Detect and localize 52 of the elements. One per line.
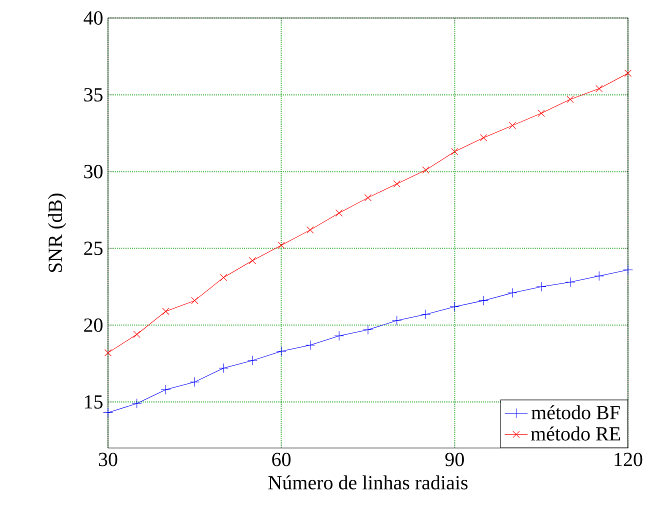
point	[480, 134, 488, 142]
point	[276, 346, 286, 356]
point	[103, 408, 113, 418]
point	[538, 110, 545, 117]
point	[596, 85, 603, 92]
legend-label: método RE	[530, 426, 620, 441]
point	[305, 340, 316, 350]
legend-label: método BF	[531, 405, 620, 420]
y-tick-label: 35	[84, 88, 103, 102]
y-tick-label: 25	[84, 242, 103, 256]
x-axis-title: Número de linhas radiais	[268, 475, 468, 490]
x-tick-label: 120	[614, 452, 642, 466]
point	[162, 308, 170, 315]
point	[594, 271, 604, 281]
point	[420, 309, 431, 320]
point	[104, 349, 112, 356]
point	[160, 384, 171, 395]
point	[422, 166, 430, 174]
y-tick-label: 30	[84, 164, 103, 178]
point	[565, 277, 576, 288]
x-tick-label: 30	[98, 452, 118, 466]
point	[508, 122, 516, 130]
point	[306, 226, 314, 234]
point	[507, 288, 518, 298]
y-tick-label: 15	[85, 395, 103, 409]
point	[450, 302, 460, 312]
point	[363, 324, 373, 335]
y-axis-title: SNR (dB)	[48, 194, 66, 272]
point	[623, 264, 633, 275]
point	[478, 296, 488, 306]
point	[334, 330, 344, 341]
point	[190, 377, 200, 387]
point	[451, 148, 458, 156]
point	[566, 96, 574, 103]
point	[220, 274, 228, 282]
point	[336, 209, 343, 217]
point	[133, 330, 140, 338]
point	[536, 282, 546, 292]
x-tick-label: 60	[272, 452, 291, 466]
point	[392, 316, 402, 326]
point	[278, 242, 285, 249]
point	[624, 70, 632, 77]
x-tick-label: 90	[445, 452, 464, 466]
y-tick-label: 20	[84, 318, 103, 332]
point	[248, 257, 256, 264]
point	[132, 398, 142, 408]
point	[248, 356, 258, 366]
point	[218, 363, 228, 374]
point	[364, 194, 372, 202]
point	[393, 180, 400, 188]
point	[191, 297, 198, 304]
y-tick-label: 40	[84, 11, 103, 25]
